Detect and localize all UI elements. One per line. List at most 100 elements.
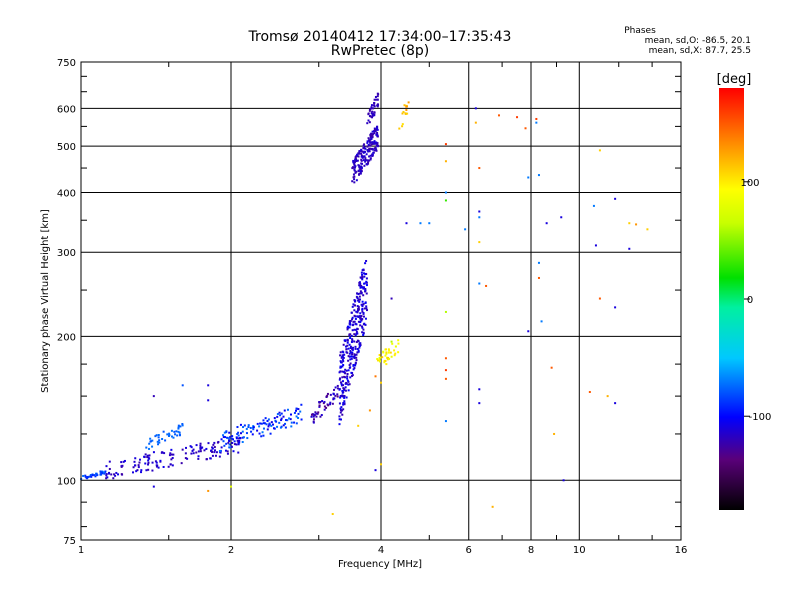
data-point [349, 321, 352, 324]
data-point [258, 432, 261, 435]
data-point [344, 372, 347, 375]
data-point [276, 413, 279, 416]
data-point [347, 389, 350, 392]
data-point [594, 244, 597, 247]
data-point [339, 354, 342, 357]
data-point [319, 401, 322, 404]
data-point [341, 391, 344, 394]
data-point [358, 315, 361, 318]
data-point [356, 154, 359, 157]
data-point [267, 425, 270, 428]
data-point [391, 342, 394, 345]
data-point [398, 127, 401, 130]
data-point [366, 163, 369, 166]
data-point [371, 113, 374, 116]
data-point [367, 119, 370, 122]
data-point [394, 345, 397, 348]
data-point [164, 439, 167, 442]
data-point [350, 311, 353, 314]
data-point [147, 463, 150, 466]
data-point [340, 361, 343, 364]
data-point [351, 318, 354, 321]
data-point [147, 468, 150, 471]
data-point [370, 143, 373, 146]
data-point [353, 299, 356, 302]
data-point [171, 456, 174, 459]
y-tick-label: 750 [57, 58, 76, 69]
data-point [135, 470, 138, 473]
data-point [237, 434, 240, 437]
y-tick-label: 500 [57, 142, 76, 153]
data-point [233, 440, 236, 443]
data-point [353, 314, 356, 317]
data-point [388, 357, 391, 360]
data-point [181, 384, 184, 387]
data-point [246, 437, 249, 440]
data-point [352, 368, 355, 371]
data-point [230, 445, 233, 448]
x-tick-label: 8 [528, 545, 534, 556]
data-point [355, 328, 358, 331]
data-point [238, 441, 241, 444]
data-point [262, 422, 265, 425]
data-point [168, 434, 171, 437]
data-point [224, 449, 227, 452]
data-point [184, 452, 187, 455]
data-point [357, 320, 360, 323]
data-point [96, 474, 99, 477]
data-point [497, 114, 500, 117]
data-point [336, 387, 339, 390]
data-point [170, 458, 173, 461]
data-point [355, 356, 358, 359]
data-point [474, 107, 477, 110]
data-point [365, 284, 368, 287]
data-point [203, 449, 206, 452]
data-point [350, 355, 353, 358]
data-point [353, 162, 356, 165]
data-point [371, 154, 374, 157]
data-point [336, 395, 339, 398]
data-point [353, 367, 356, 370]
data-point [232, 450, 235, 453]
data-point [360, 325, 363, 328]
data-point [401, 125, 404, 128]
data-point [148, 447, 151, 450]
data-point [105, 477, 108, 480]
y-tick-label: 75 [63, 536, 76, 547]
data-point [191, 449, 194, 452]
data-point [117, 473, 120, 476]
data-point [357, 169, 360, 172]
data-point [349, 366, 352, 369]
data-point [300, 418, 303, 421]
data-point [105, 474, 108, 477]
data-point [478, 216, 481, 219]
x-tick-label: 1 [78, 545, 84, 556]
data-point [355, 353, 358, 356]
data-point [286, 419, 289, 422]
data-point [342, 363, 345, 366]
data-point [376, 95, 379, 98]
data-point [357, 299, 360, 302]
data-point [275, 420, 278, 423]
data-point [339, 360, 342, 363]
data-point [273, 417, 276, 420]
data-point [338, 402, 341, 405]
data-point [386, 356, 389, 359]
data-point [360, 158, 363, 161]
data-point [333, 388, 336, 391]
data-point [373, 101, 376, 104]
data-point [362, 303, 365, 306]
data-point [366, 122, 369, 125]
data-point [353, 328, 356, 331]
data-point [247, 424, 250, 427]
data-point [94, 475, 97, 478]
data-point [346, 379, 349, 382]
data-point [338, 418, 341, 421]
data-point [228, 443, 231, 446]
data-point [376, 98, 379, 101]
data-point [535, 121, 538, 124]
data-point [394, 352, 397, 355]
data-point [329, 401, 332, 404]
data-point [360, 315, 363, 318]
data-point [370, 148, 373, 151]
